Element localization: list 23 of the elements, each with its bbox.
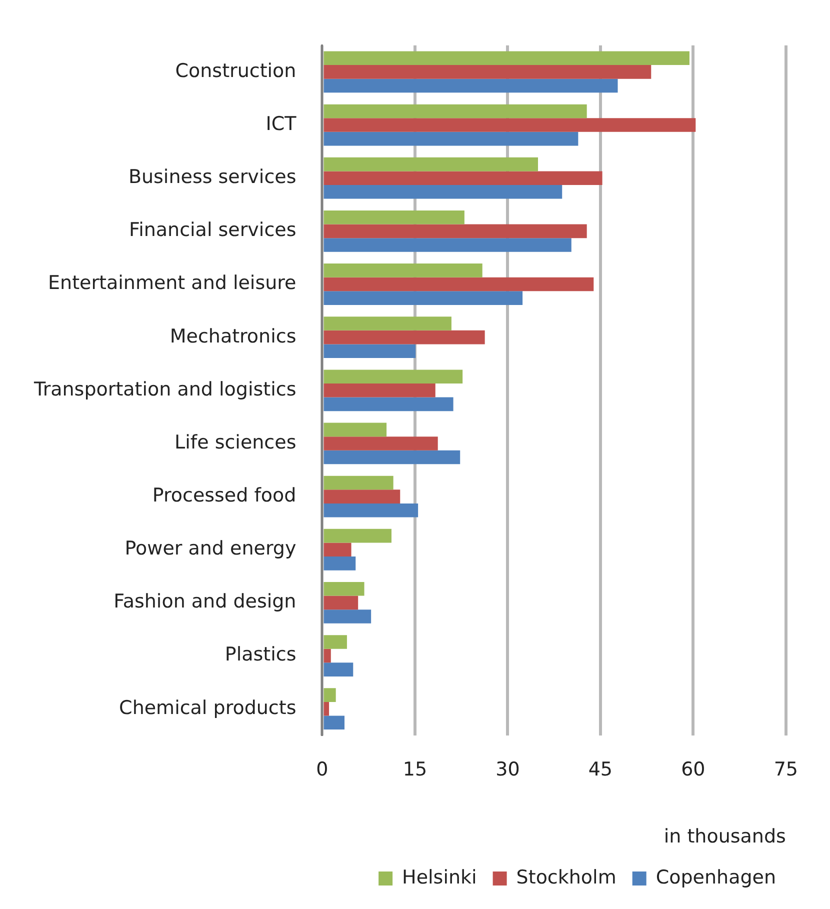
y-tick-label: Mechatronics [170,325,296,348]
x-tick-label: 15 [402,758,428,781]
legend-label: Copenhagen [656,866,776,888]
y-tick-label: Construction [175,60,296,82]
x-tick-label: 60 [681,758,706,781]
y-tick-label: Business services [128,166,296,188]
y-tick-label: Financial services [129,219,296,242]
x-tick-label: 30 [496,758,520,781]
legend-label: Helsinki [402,866,477,888]
y-tick-label: ICT [266,112,297,135]
y-tick-label: Plastics [224,644,296,666]
x-axis-title: in thousands [664,826,786,848]
y-tick-label: Life sciences [174,431,296,454]
x-tick-label: 45 [588,758,613,781]
x-tick-label: 75 [774,758,798,781]
y-tick-label: Transportation and logistics [33,378,296,400]
y-tick-label: Chemical products [119,696,296,719]
y-tick-label: Fashion and design [114,590,296,613]
y-tick-label: Power and energy [124,538,296,560]
y-tick-label: Entertainment and leisure [48,272,296,294]
x-tick-label: 0 [316,758,328,781]
legend-label: Stockholm [516,866,616,888]
y-tick-label: Processed food [152,484,296,506]
